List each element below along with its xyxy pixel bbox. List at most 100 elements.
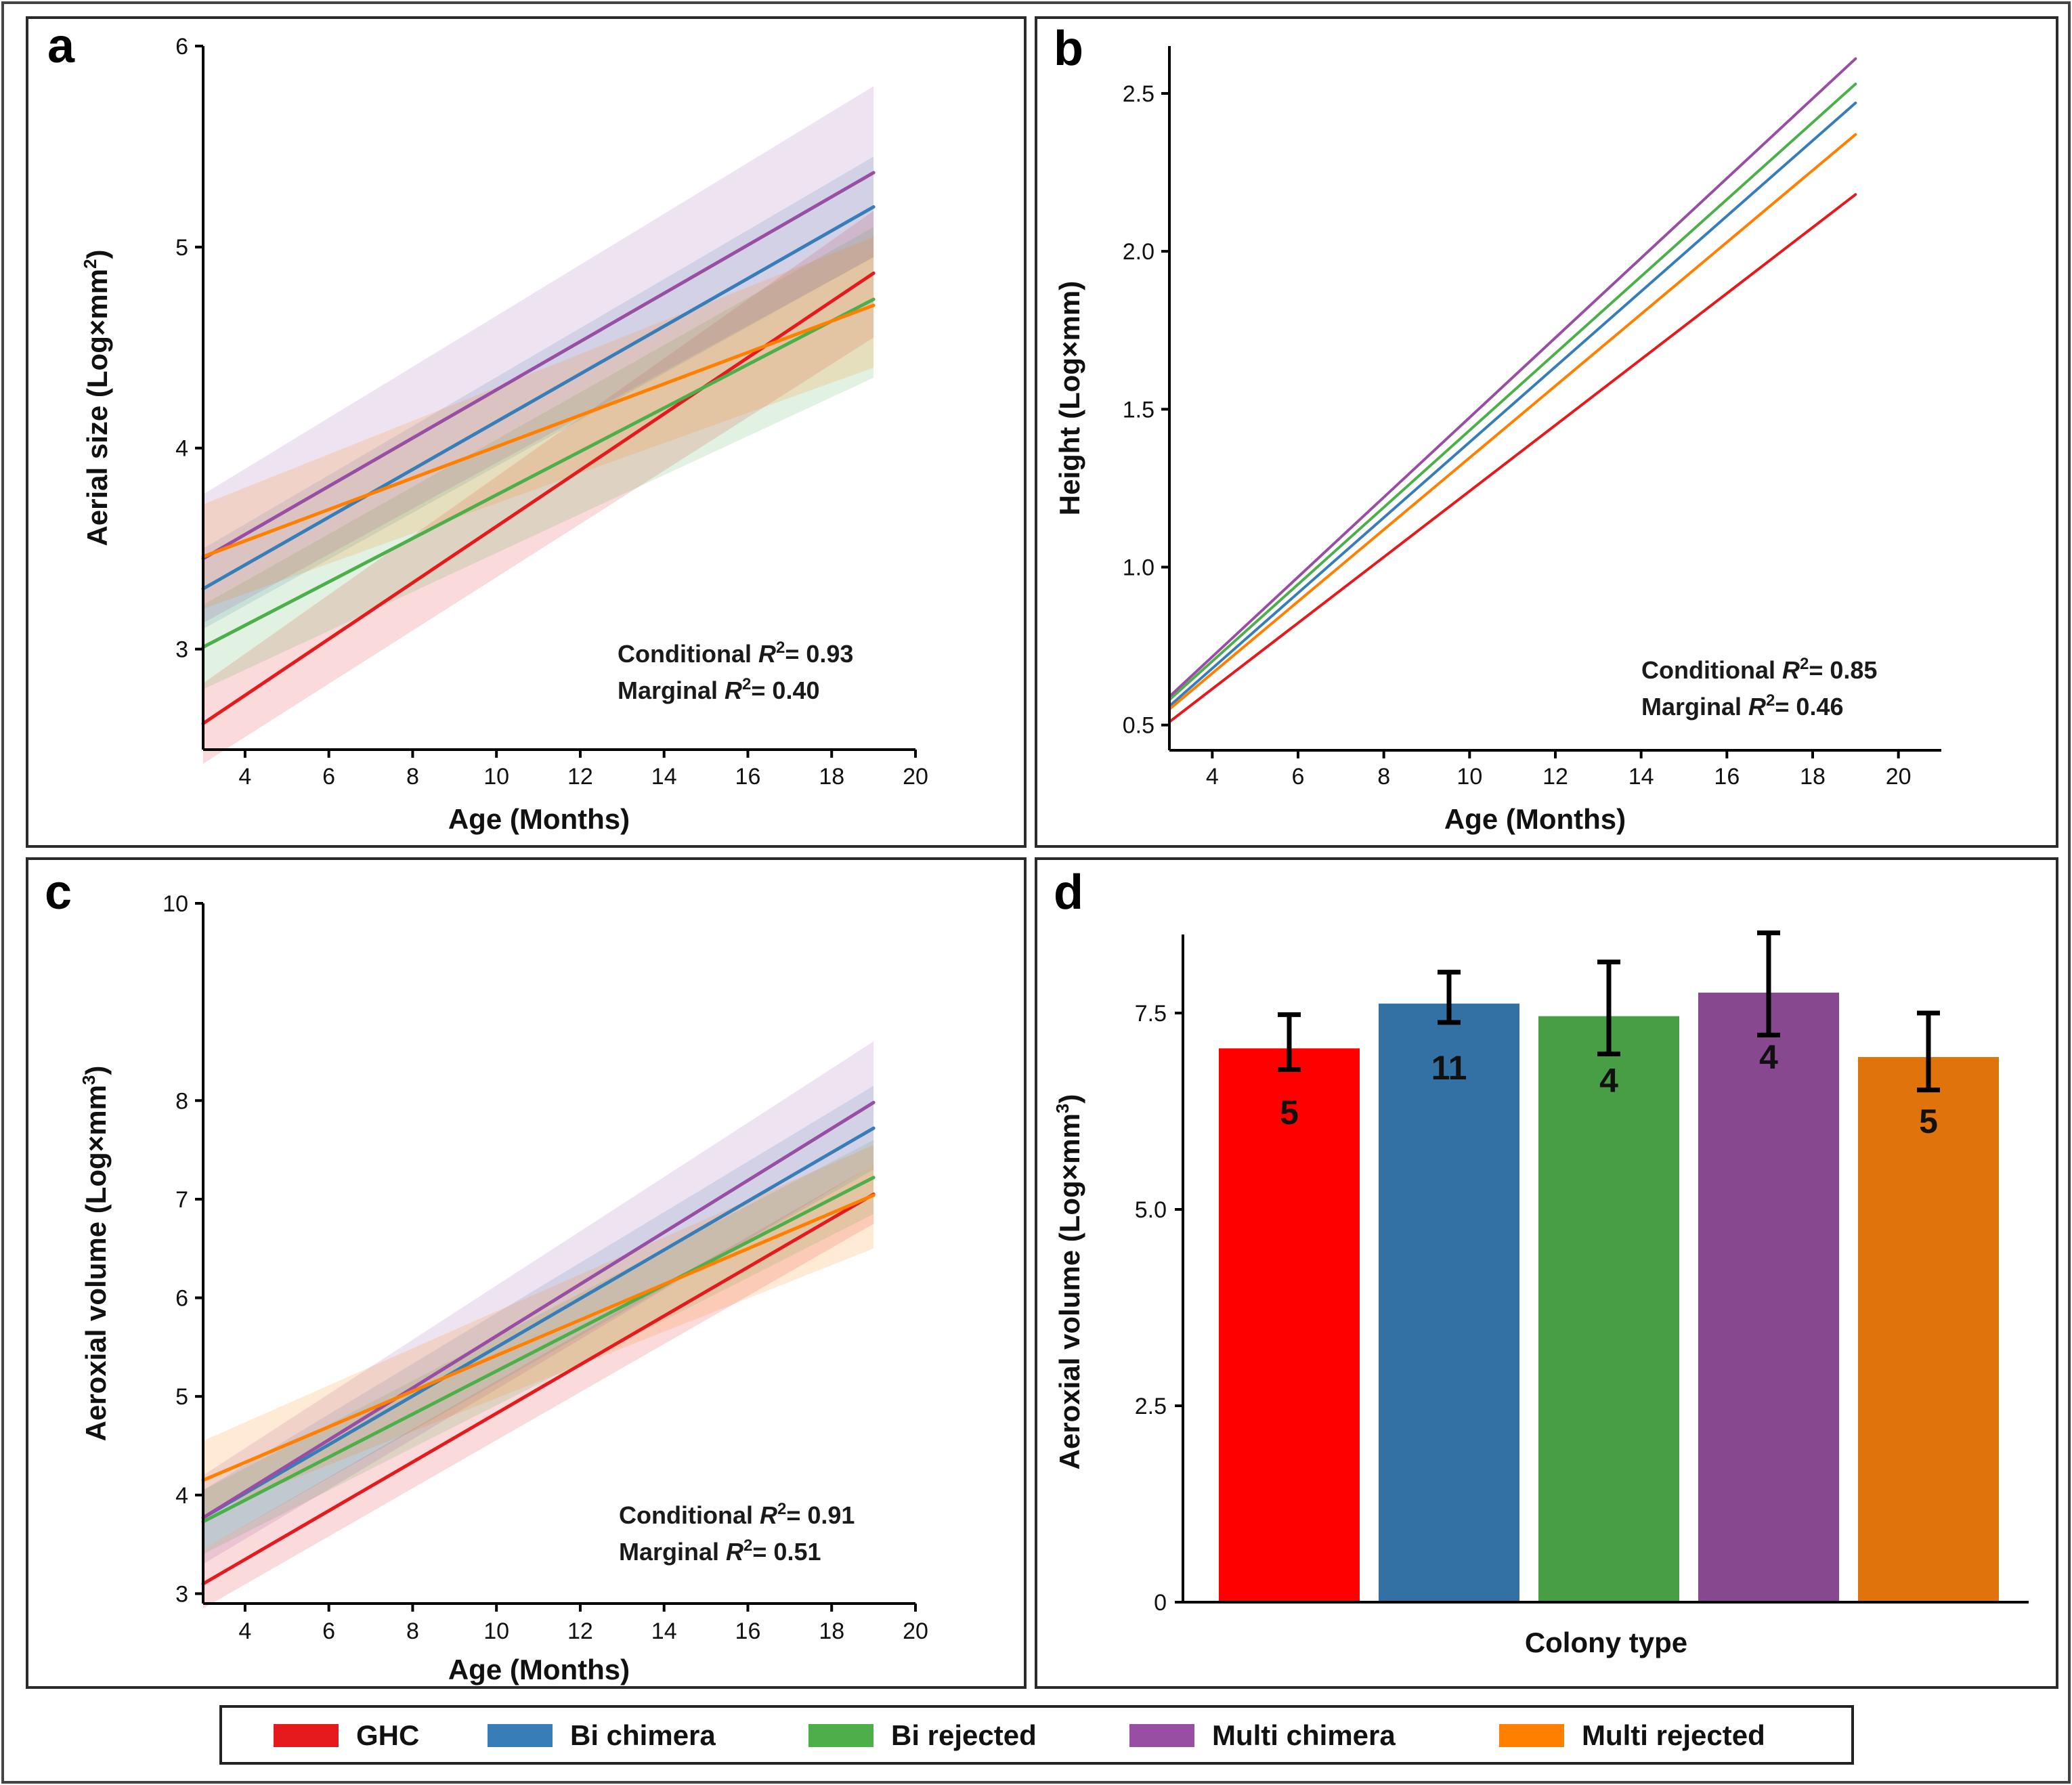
- panel-b-letter: b: [1054, 22, 1083, 76]
- y-tick-label: 7: [175, 1187, 188, 1213]
- fit-line-multi_chimera: [201, 171, 876, 561]
- x-tick-label: 12: [567, 764, 593, 790]
- panel-a-r2-annotation: Conditional R2= 0.93 Marginal R2= 0.40: [618, 639, 853, 704]
- panel-a-letter: a: [47, 19, 75, 73]
- legend-label-multi_rejected: Multi rejected: [1582, 1719, 1765, 1751]
- y-tick-label: 2.0: [1123, 239, 1154, 265]
- panel-c-frame: [26, 857, 1027, 1689]
- x-tick-label: 6: [322, 1618, 335, 1644]
- legend-swatch-multi_chimera: [1129, 1724, 1194, 1747]
- fit-line-bi_rejected: [201, 1176, 876, 1524]
- panel-a-frame: [26, 16, 1027, 848]
- fit-line-multi_rejected: [201, 1193, 876, 1482]
- legend-swatch-bi_chimera: [488, 1724, 553, 1747]
- confidence-band-multi_rejected: [203, 237, 874, 609]
- x-tick-label: 14: [651, 1618, 677, 1644]
- x-tick-label: 16: [1714, 764, 1740, 790]
- panel-c-letter: c: [45, 865, 72, 920]
- x-tick-label: 20: [1886, 764, 1912, 790]
- x-tick-label: 8: [406, 1618, 419, 1644]
- x-axis-title: Age (Months): [448, 1654, 630, 1685]
- x-axis-title: Age (Months): [448, 803, 630, 835]
- y-tick-label: 8: [175, 1088, 188, 1114]
- confidence-band-ghc: [203, 1164, 874, 1609]
- bar-bi_chimera: [1379, 1004, 1519, 1602]
- x-tick-label: 20: [903, 1618, 928, 1644]
- fit-line-ghc: [1168, 193, 1857, 724]
- bar-count-label: 5: [1919, 1102, 1938, 1140]
- x-tick-label: 16: [735, 1618, 761, 1644]
- x-tick-label: 6: [1292, 764, 1305, 790]
- y-tick-label: 2.5: [1135, 1394, 1167, 1419]
- x-tick-label: 14: [1628, 764, 1654, 790]
- panel-c-marginal-r2: Marginal R2= 0.51: [619, 1536, 821, 1566]
- legend-label-multi_chimera: Multi chimera: [1212, 1719, 1396, 1751]
- legend-label-bi_chimera: Bi chimera: [570, 1719, 716, 1751]
- y-tick-label: 2.5: [1123, 81, 1154, 107]
- panel-c-conditional-r2: Conditional R2= 0.91: [619, 1500, 855, 1529]
- fit-line-multi_chimera: [201, 1100, 876, 1520]
- y-tick-label: 4: [175, 1483, 188, 1509]
- y-axis-title: Height (Log×mm): [1054, 281, 1085, 515]
- y-tick-label: 5.0: [1135, 1197, 1167, 1223]
- confidence-band-bi_rejected: [203, 227, 874, 689]
- x-tick-label: 8: [406, 764, 419, 790]
- x-tick-label: 18: [1800, 764, 1826, 790]
- fit-line-bi_chimera: [1168, 101, 1857, 708]
- fit-line-bi_chimera: [201, 205, 876, 591]
- bar-multi_chimera: [1698, 992, 1839, 1602]
- x-tick-label: 8: [1377, 764, 1390, 790]
- legend-swatch-bi_rejected: [808, 1724, 873, 1747]
- y-axis-title: Aerial size (Log×mm2): [80, 249, 113, 546]
- panel-a-conditional-r2: Conditional R2= 0.93: [618, 639, 853, 668]
- y-axis-title: Aeroxial volume (Log×mm3): [79, 1066, 112, 1442]
- x-tick-label: 20: [903, 764, 928, 790]
- x-tick-label: 18: [819, 764, 844, 790]
- x-tick-label: 12: [1542, 764, 1568, 790]
- legend-swatch-multi_rejected: [1499, 1724, 1564, 1747]
- panel-b-plot: 4 6 8 10 12 14 16 18 20 0.5 1.0 1.5 2.0 2.5 Age (Month…: [1054, 46, 1941, 835]
- confidence-band-multi_rejected: [203, 1144, 874, 1515]
- bar-count-label: 4: [1759, 1038, 1778, 1076]
- y-tick-label: 1.0: [1123, 555, 1154, 581]
- x-tick-label: 4: [238, 1618, 251, 1644]
- legend-label-bi_rejected: Bi rejected: [891, 1719, 1037, 1751]
- y-tick-label: 4: [175, 436, 188, 462]
- fit-line-ghc: [201, 1192, 876, 1586]
- y-tick-label: 7.5: [1135, 1001, 1167, 1027]
- x-tick-label: 10: [483, 1618, 509, 1644]
- confidence-band-multi_chimera: [203, 1041, 874, 1564]
- panel-b-conditional-r2: Conditional R2= 0.85: [1641, 655, 1877, 684]
- x-tick-label: 14: [651, 764, 677, 790]
- x-tick-label: 10: [483, 764, 509, 790]
- confidence-band-bi_chimera: [203, 156, 874, 629]
- y-tick-label: 10: [163, 891, 188, 917]
- y-tick-label: 0: [1154, 1590, 1167, 1616]
- x-tick-label: 18: [819, 1618, 844, 1644]
- y-tick-label: 5: [175, 235, 188, 261]
- legend-swatch-ghc: [274, 1724, 339, 1747]
- x-tick-label: 4: [1206, 764, 1219, 790]
- legend: GHC Bi chimera Bi rejected Multi chimera Mul…: [219, 1705, 1854, 1765]
- confidence-band-bi_chimera: [203, 1085, 874, 1549]
- y-tick-label: 3: [175, 1581, 188, 1607]
- y-tick-label: 5: [175, 1384, 188, 1410]
- bar-count-label: 4: [1599, 1062, 1618, 1100]
- x-tick-label: 16: [735, 764, 761, 790]
- bar-multi_rejected: [1858, 1056, 1999, 1602]
- confidence-band-ghc: [203, 211, 874, 764]
- panel-a-plot: 4 6 8 10 12 14 16 18 20 3 4 5 6 Age (Months) Aerial si…: [80, 34, 928, 835]
- x-tick-label: 10: [1456, 764, 1482, 790]
- y-tick-label: 6: [175, 34, 188, 60]
- fit-line-multi_chimera: [1168, 57, 1857, 698]
- panel-d-plot: 5 11 4 4 5 0 2.5 5.0 7.5 Colony type Aeroxial volu…: [1052, 930, 2029, 1658]
- panel-a-marginal-r2: Marginal R2= 0.40: [618, 675, 819, 704]
- x-axis-title: Colony type: [1525, 1627, 1687, 1658]
- confidence-band-multi_chimera: [203, 86, 874, 623]
- fit-line-bi_chimera: [201, 1126, 876, 1520]
- bar-count-label: 11: [1431, 1049, 1467, 1087]
- fit-line-multi_rejected: [201, 303, 876, 559]
- panel-b-r2-annotation: Conditional R2= 0.85 Marginal R2= 0.46: [1641, 655, 1877, 721]
- x-axis-title: Age (Months): [1444, 803, 1626, 835]
